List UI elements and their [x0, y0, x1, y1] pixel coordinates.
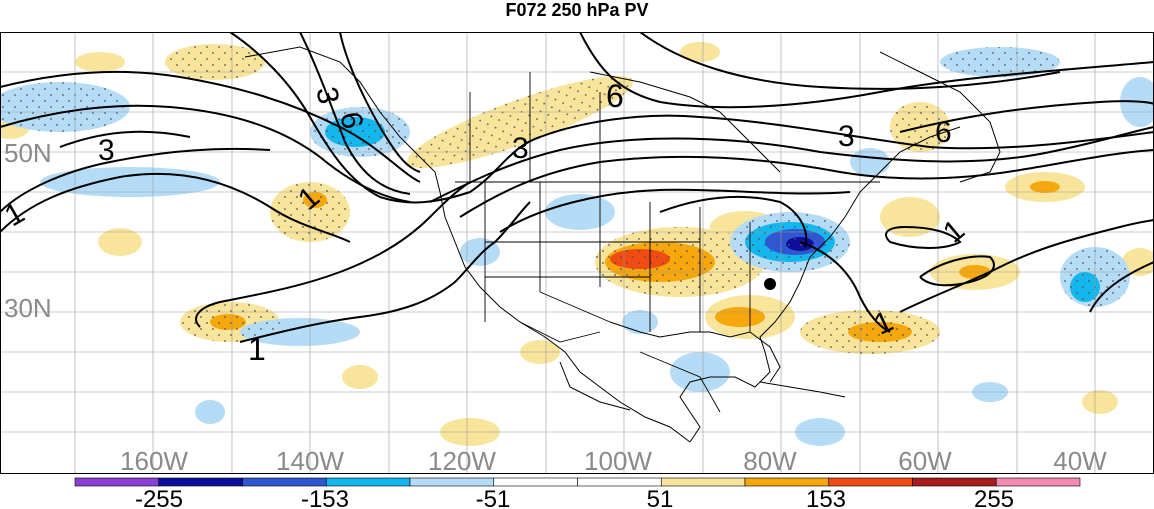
longitude-labels: 160W 140W 120W 100W 80W 60W 40W — [120, 446, 1107, 474]
colorbar-swatch — [493, 477, 578, 487]
lon-label-80w: 80W — [743, 446, 797, 474]
colorbar-swatch — [577, 477, 662, 487]
colorbar-label: -51 — [476, 486, 511, 509]
lon-label-40w: 40W — [1053, 446, 1107, 474]
contour-label: 3 — [512, 132, 529, 165]
colorbar-labels: -255 -153 -51 51 153 255 — [135, 486, 1014, 509]
colorbar: -255 -153 -51 51 153 255 — [74, 477, 1081, 509]
contour-label: 6 — [606, 78, 624, 114]
lat-label-50n: 50N — [4, 138, 52, 168]
colorbar-swatches — [74, 477, 1081, 487]
colorbar-swatch — [744, 477, 830, 487]
political-borders — [455, 72, 880, 413]
colorbar-swatch — [158, 477, 243, 487]
colorbar-swatch — [660, 477, 746, 487]
lat-label-30n: 30N — [4, 293, 52, 323]
colorbar-label: 153 — [806, 486, 846, 509]
stippling — [0, 44, 1130, 354]
colorbar-label: -153 — [301, 486, 349, 509]
colorbar-swatch — [912, 477, 997, 487]
contour-label: 3 — [98, 134, 115, 167]
contour-label: 6 — [334, 109, 369, 131]
colorbar-swatch — [325, 477, 411, 487]
lon-label-60w: 60W — [898, 446, 952, 474]
colorbar-label: 255 — [974, 486, 1014, 509]
graticule — [0, 32, 1154, 474]
contour-label: 1 — [248, 331, 266, 367]
lon-label-120w: 120W — [428, 446, 496, 474]
lon-label-140w: 140W — [276, 446, 344, 474]
colorbar-swatch — [74, 477, 160, 487]
contour-label: 3 — [838, 120, 855, 153]
colorbar-label: -255 — [135, 486, 183, 509]
colorbar-swatch — [995, 477, 1081, 487]
latitude-labels: 50N 30N — [4, 138, 52, 323]
colorbar-swatch — [409, 477, 495, 487]
colorbar-swatch — [828, 477, 913, 487]
lon-label-160w: 160W — [120, 446, 188, 474]
contour-label: 6 — [935, 116, 952, 149]
contour-label: 3 — [310, 84, 345, 106]
lon-label-100w: 100W — [584, 446, 652, 474]
colorbar-swatch — [242, 477, 327, 487]
map-title: F072 250 hPa PV — [505, 0, 649, 20]
colorbar-label: 51 — [647, 486, 674, 509]
pv-contours — [0, 32, 1154, 343]
pv-map: 3 3 6 3 6 3 6 1 1 1 1 1 50N 30N 160W 140… — [0, 32, 1154, 474]
station-marker — [764, 278, 776, 290]
